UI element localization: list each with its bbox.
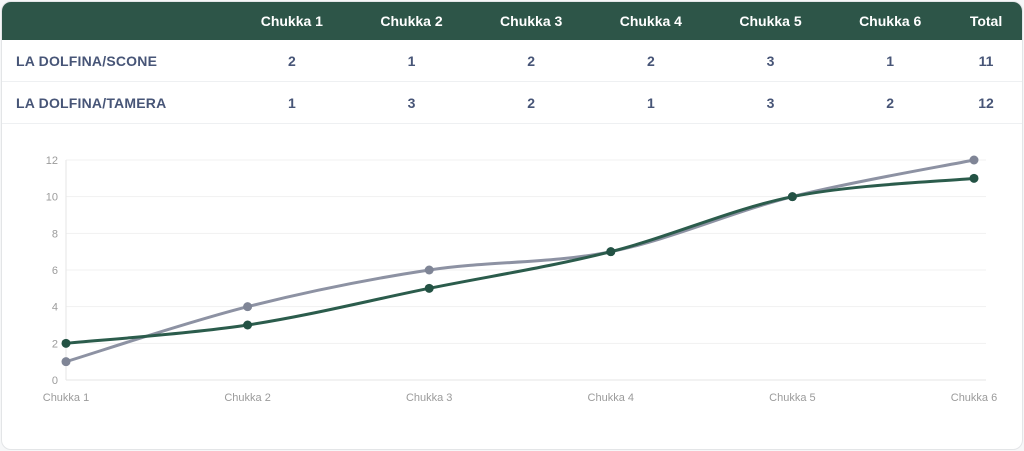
team-name: LA DOLFINA/SCONE [16, 52, 158, 69]
score-cell: 2 [886, 94, 895, 111]
data-point[interactable] [61, 338, 71, 348]
score-cell: 2 [287, 52, 296, 69]
score-cell: 3 [766, 52, 775, 69]
score-cell: 1 [287, 94, 296, 111]
x-axis-tick-label: Chukka 6 [951, 392, 997, 404]
col-header-chukka-2: Chukka 2 [380, 13, 443, 29]
score-cell: 3 [407, 94, 416, 111]
data-point[interactable] [969, 155, 979, 165]
x-axis-tick-label: Chukka 3 [406, 392, 452, 404]
x-axis-tick-label: Chukka 2 [224, 392, 270, 404]
data-point[interactable] [424, 265, 434, 275]
score-cell: 1 [646, 94, 655, 111]
data-point[interactable] [243, 302, 253, 312]
col-header-chukka-6: Chukka 6 [859, 13, 922, 29]
data-point[interactable] [61, 357, 71, 367]
score-cell: 2 [527, 94, 536, 111]
data-point[interactable] [787, 192, 797, 202]
line-chart-canvas: 0 2 4 6 8 10 12 Chukka 1 Chukka 2 Chukka 3 Chukka … [43, 155, 997, 404]
y-axis-tick-label: 2 [52, 338, 58, 350]
total-cell: 12 [978, 94, 994, 111]
score-cell: 2 [527, 52, 536, 69]
score-cell: 3 [766, 94, 775, 111]
series-line [64, 176, 976, 345]
x-axis-tick-label: Chukka 4 [588, 392, 634, 404]
series-line [64, 158, 976, 364]
y-axis-tick-label: 12 [46, 155, 58, 167]
score-cell: 2 [646, 52, 655, 69]
data-point[interactable] [243, 320, 253, 330]
total-cell: 11 [978, 52, 994, 69]
score-table-header: Chukka 1 Chukka 2 Chukka 3 Chukka 4 Chuk… [2, 2, 1022, 40]
score-progression-chart: 0 2 4 6 8 10 12 Chukka 1 Chukka 2 Chukka 3 Chukka … [2, 137, 1022, 437]
x-axis-tick-label: Chukka 1 [43, 392, 89, 404]
y-axis-tick-label: 8 [52, 228, 58, 240]
y-axis-tick-label: 0 [52, 375, 58, 387]
table-row-scone: LA DOLFINA/SCONE 2 1 2 2 3 1 11 [2, 40, 1022, 82]
y-axis-tick-label: 10 [46, 192, 58, 204]
x-axis-tick-label: Chukka 5 [769, 392, 815, 404]
score-cell: 1 [886, 52, 895, 69]
y-axis-tick-label: 6 [52, 265, 58, 277]
col-header-chukka-3: Chukka 3 [500, 13, 563, 29]
data-point[interactable] [424, 283, 434, 293]
col-header-chukka-5: Chukka 5 [739, 13, 802, 29]
data-point[interactable] [606, 247, 616, 257]
team-name: LA DOLFINA/TAMERA [16, 94, 167, 111]
y-axis-tick-label: 4 [52, 302, 58, 314]
score-cell: 1 [407, 52, 416, 69]
col-header-chukka-4: Chukka 4 [619, 13, 682, 29]
data-point[interactable] [969, 173, 979, 183]
table-row-tamera: LA DOLFINA/TAMERA 1 3 2 1 3 2 12 [2, 82, 1022, 124]
col-header-total: Total [969, 13, 1003, 29]
col-header-chukka-1: Chukka 1 [260, 13, 323, 29]
